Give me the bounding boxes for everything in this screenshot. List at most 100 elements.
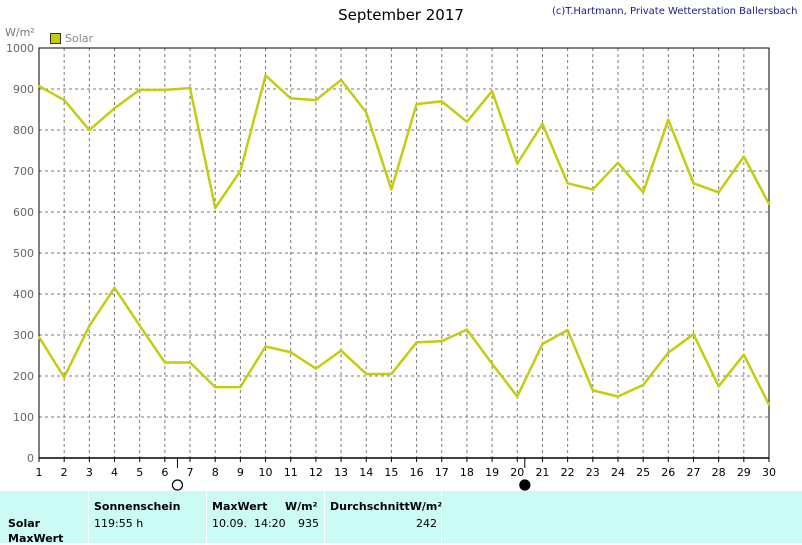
y-tick-label: 200 bbox=[13, 370, 34, 383]
data-point bbox=[415, 341, 418, 344]
footer-divider bbox=[441, 491, 442, 543]
data-point bbox=[616, 161, 620, 164]
x-tick-label: 18 bbox=[460, 466, 474, 479]
x-tick-label: 13 bbox=[334, 466, 348, 479]
data-point bbox=[591, 188, 594, 191]
x-tick-label: 9 bbox=[237, 466, 244, 479]
row-label-maxwert: MaxWert bbox=[8, 532, 64, 545]
x-tick-label: 21 bbox=[535, 466, 549, 479]
x-tick-label: 11 bbox=[284, 466, 298, 479]
data-point bbox=[314, 98, 318, 102]
data-point bbox=[188, 86, 192, 90]
data-point bbox=[289, 351, 292, 354]
data-point bbox=[239, 385, 242, 389]
data-point bbox=[516, 162, 519, 165]
y-axis-unit: W/m² bbox=[5, 26, 35, 39]
data-point bbox=[692, 332, 695, 336]
data-point bbox=[62, 376, 66, 379]
y-tick-label: 300 bbox=[13, 329, 34, 342]
full-moon-icon bbox=[171, 479, 184, 491]
data-point bbox=[88, 324, 91, 328]
data-point bbox=[541, 122, 544, 126]
data-point bbox=[289, 97, 292, 100]
data-point bbox=[742, 353, 746, 356]
x-tick-label: 14 bbox=[359, 466, 373, 479]
y-tick-label: 600 bbox=[13, 206, 34, 219]
data-point bbox=[440, 100, 443, 103]
data-point bbox=[365, 372, 368, 376]
x-tick-label: 20 bbox=[510, 466, 524, 479]
legend-label: Solar bbox=[65, 32, 94, 45]
data-point bbox=[641, 383, 645, 387]
x-tick-label: 2 bbox=[61, 466, 68, 479]
data-point bbox=[339, 78, 343, 82]
data-point bbox=[591, 389, 594, 392]
x-tick-label: 30 bbox=[762, 466, 776, 479]
data-point bbox=[163, 88, 167, 92]
x-tick-label: 15 bbox=[384, 466, 398, 479]
x-tick-label: 12 bbox=[309, 466, 323, 479]
data-point bbox=[264, 74, 267, 77]
x-tick-label: 3 bbox=[86, 466, 93, 479]
data-point bbox=[692, 182, 695, 185]
x-tick-label: 29 bbox=[737, 466, 751, 479]
data-point bbox=[541, 342, 544, 346]
data-point bbox=[667, 351, 670, 354]
legend: Solar bbox=[50, 32, 93, 45]
data-point bbox=[264, 345, 267, 348]
y-tick-label: 900 bbox=[13, 83, 34, 96]
data-point bbox=[390, 188, 393, 191]
y-tick-label: 700 bbox=[13, 165, 34, 178]
series-line-2 bbox=[37, 286, 771, 406]
data-point bbox=[465, 120, 469, 124]
footer-divider bbox=[324, 491, 325, 543]
x-tick-label: 24 bbox=[611, 466, 625, 479]
x-tick-label: 26 bbox=[661, 466, 675, 479]
y-tick-label: 1000 bbox=[6, 42, 34, 55]
data-point bbox=[339, 349, 343, 352]
maxwert-unit: W/m² bbox=[285, 500, 318, 513]
new-moon-icon bbox=[519, 479, 531, 491]
footer-divider bbox=[206, 491, 207, 543]
maxwert-value: 935 bbox=[298, 517, 319, 530]
durchschnitt-value: 242 bbox=[416, 517, 437, 530]
x-tick-label: 23 bbox=[586, 466, 600, 479]
y-tick-label: 500 bbox=[13, 247, 34, 260]
data-point bbox=[390, 372, 393, 376]
x-tick-label: 5 bbox=[136, 466, 143, 479]
x-tick-label: 10 bbox=[259, 466, 273, 479]
x-tick-label: 22 bbox=[561, 466, 575, 479]
data-point bbox=[465, 328, 469, 331]
row-label-solar: Solar bbox=[8, 517, 41, 530]
x-tick-label: 1 bbox=[36, 466, 43, 479]
data-point bbox=[188, 361, 192, 364]
data-point bbox=[88, 128, 91, 132]
legend-swatch bbox=[50, 33, 61, 44]
data-point bbox=[37, 84, 41, 88]
data-point bbox=[566, 328, 569, 332]
data-point bbox=[641, 191, 645, 194]
x-tick-label: 17 bbox=[435, 466, 449, 479]
data-point bbox=[62, 98, 66, 102]
data-point bbox=[113, 107, 116, 110]
data-point bbox=[767, 202, 771, 205]
series-line-1 bbox=[38, 74, 771, 210]
data-point bbox=[767, 403, 771, 406]
x-tick-label: 8 bbox=[212, 466, 219, 479]
statistics-footer: Solar MaxWert Sonnenschein 119:55 h MaxW… bbox=[0, 491, 802, 545]
data-point bbox=[566, 182, 569, 185]
data-point bbox=[138, 324, 141, 327]
copyright-text: (c)T.Hartmann, Private Wetterstation Bal… bbox=[552, 6, 798, 17]
data-point bbox=[113, 286, 116, 290]
maxwert-header: MaxWert bbox=[212, 500, 268, 513]
y-tick-label: 800 bbox=[13, 124, 34, 137]
sonnenschein-header: Sonnenschein bbox=[94, 500, 181, 513]
data-point bbox=[415, 102, 418, 106]
durchschnitt-header: DurchschnittW/m² bbox=[330, 500, 443, 513]
data-point bbox=[365, 111, 368, 114]
x-tick-label: 28 bbox=[712, 466, 726, 479]
x-tick-label: 7 bbox=[187, 466, 194, 479]
data-point bbox=[214, 385, 217, 389]
data-point bbox=[616, 395, 620, 398]
